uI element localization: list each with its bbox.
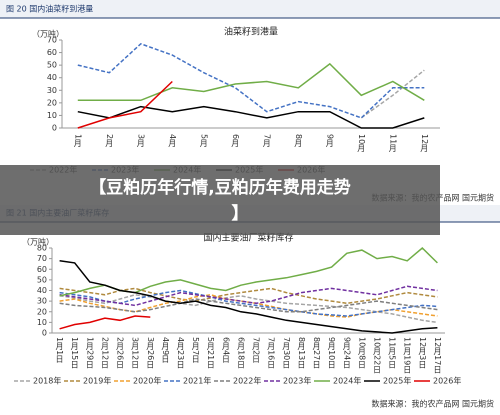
x-tick-label: 2月 (105, 134, 114, 148)
y-tick-label: 40 (47, 73, 57, 82)
x-tick-label: 9月10日 (327, 337, 336, 369)
x-tick-label: 4月9日 (161, 337, 170, 364)
y-tick-label: 30 (47, 86, 57, 95)
y-tick-label: 0 (42, 329, 47, 338)
x-tick-label: 1月 (73, 134, 82, 148)
source: 数据来源：我的农产品网 国元期货 (371, 399, 494, 409)
y-tick-label: 40 (37, 286, 47, 295)
x-tick-label: 5月7日 (191, 337, 200, 364)
legend-label: 2025年 (383, 376, 411, 386)
series-line (360, 69, 425, 119)
y-unit: （万吨） (22, 237, 54, 247)
x-tick-label: 6月4日 (221, 337, 230, 364)
x-tick-label: 7月2日 (252, 337, 261, 364)
legend-label: 2019年 (83, 376, 111, 386)
x-tick-label: 10月 (357, 134, 366, 153)
series-line (77, 42, 425, 119)
x-tick-label: 11月 (388, 134, 397, 153)
y-tick-label: 70 (37, 254, 47, 263)
series-line (77, 80, 173, 129)
y-tick-label: 20 (47, 98, 57, 107)
x-tick-label: 1月29日 (85, 337, 94, 369)
x-tick-label: 7月 (262, 134, 271, 148)
y-unit: （万吨） (32, 29, 64, 39)
figure-caption: 图 20 国内油菜籽到港量 (6, 4, 93, 14)
x-tick-label: 12月3日 (418, 337, 427, 369)
x-tick-label: 10月8日 (357, 337, 366, 369)
legend-label: 2021年 (183, 376, 211, 386)
y-tick-label: 80 (37, 244, 47, 253)
x-tick-label: 3月12日 (131, 337, 140, 369)
y-tick-label: 60 (37, 265, 47, 274)
x-tick-label: 6月 (231, 134, 240, 148)
x-tick-label: 12月 (420, 134, 429, 153)
x-tick-label: 12月17日 (433, 337, 442, 374)
x-tick-label: 8月 (294, 134, 303, 148)
x-tick-label: 7月30日 (282, 337, 291, 369)
x-tick-label: 9月 (325, 134, 334, 148)
y-tick-label: 30 (37, 297, 47, 306)
banner-bg (0, 165, 440, 235)
x-tick-label: 3月26日 (146, 337, 155, 369)
x-tick-label: 2月12日 (100, 337, 109, 369)
x-tick-label: 9月24日 (342, 337, 351, 369)
y-tick-label: 0 (52, 124, 57, 133)
y-tick-label: 10 (37, 318, 47, 327)
series-line (59, 260, 438, 334)
series-line (59, 285, 438, 307)
x-tick-label: 10月22日 (372, 337, 381, 374)
x-tick-label: 11月5日 (388, 337, 397, 369)
x-tick-label: 4月23日 (176, 337, 185, 369)
legend-label: 2023年 (283, 376, 311, 386)
series-line (59, 289, 438, 317)
x-tick-label: 3月 (136, 134, 145, 148)
legend-label: 2020年 (133, 376, 161, 386)
y-tick-label: 70 (47, 36, 57, 45)
x-tick-label: 2月26日 (116, 337, 125, 369)
series-line (59, 315, 151, 330)
chart-title: 油菜籽到港量 (224, 26, 278, 38)
x-tick-label: 1月1日 (55, 337, 64, 364)
legend-label: 2022年 (233, 376, 261, 386)
y-tick-label: 20 (37, 307, 47, 316)
x-tick-label: 6月18日 (236, 337, 245, 369)
x-tick-label: 7月16日 (267, 337, 276, 369)
y-tick-label: 50 (47, 61, 57, 70)
y-tick-label: 60 (47, 48, 57, 57)
x-tick-label: 5月21日 (206, 337, 215, 369)
x-tick-label: 11月19日 (403, 337, 412, 374)
legend-label: 2026年 (433, 376, 461, 386)
x-tick-label: 4月 (168, 134, 177, 148)
banner: 【豆粕历年行情,豆粕历年费用走势】 (89, 177, 350, 224)
x-tick-label: 8月27日 (312, 337, 321, 369)
legend-label: 2024年 (333, 376, 361, 386)
series-line (77, 105, 425, 129)
caption-bar (0, 0, 500, 18)
x-tick-label: 8月13日 (297, 337, 306, 369)
x-tick-label: 1月15日 (70, 337, 79, 369)
x-tick-label: 5月 (199, 134, 208, 148)
y-tick-label: 50 (37, 275, 47, 284)
y-tick-label: 10 (47, 111, 57, 120)
legend-label: 2018年 (33, 376, 61, 386)
series-line (59, 298, 438, 313)
series-line (77, 62, 425, 102)
